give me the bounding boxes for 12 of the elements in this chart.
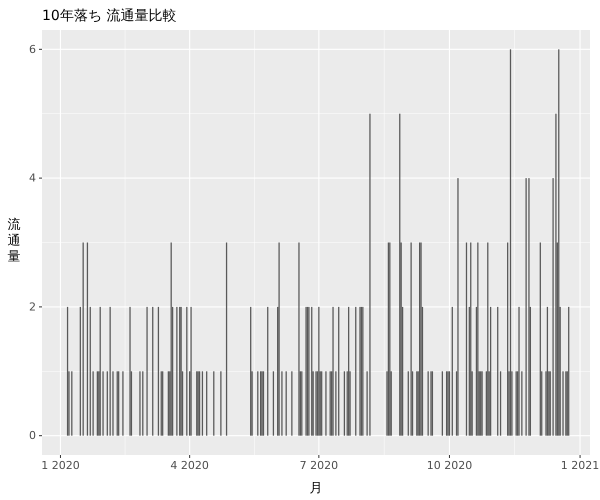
x-tick-label: 1 2021: [560, 458, 600, 472]
chart-title: 10年落ち 流通量比較: [42, 8, 176, 24]
x-axis-title: 月: [310, 481, 322, 496]
y-tick-label: 0: [29, 429, 36, 442]
y-axis-title: 流通量: [8, 216, 20, 264]
y-tick-label: 2: [29, 300, 36, 314]
x-tick-label: 4 2020: [170, 458, 209, 472]
y-tick-label: 4: [29, 172, 36, 185]
y-tick-label: 6: [29, 42, 36, 56]
x-tick-label: 1 2020: [41, 458, 80, 472]
x-tick-label: 7 2020: [300, 458, 338, 472]
x-tick-label: 10 2020: [426, 458, 472, 472]
